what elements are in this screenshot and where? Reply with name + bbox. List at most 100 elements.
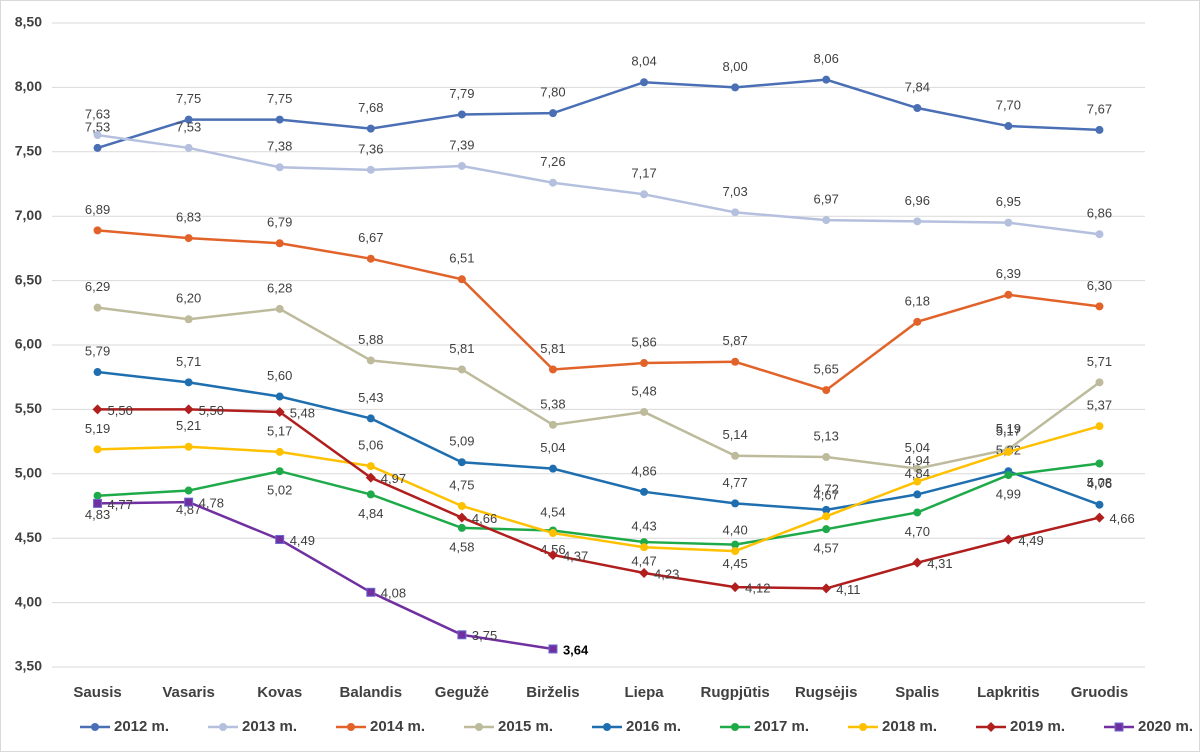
- data-label: 4,76: [1087, 476, 1112, 491]
- x-tick-label: Spalis: [895, 684, 939, 701]
- data-label: 6,95: [996, 194, 1021, 209]
- data-point: [730, 582, 741, 593]
- data-label: 4,54: [540, 504, 565, 519]
- data-label: 5,50: [108, 403, 133, 418]
- series-line: [97, 78, 1100, 150]
- data-point: [640, 359, 649, 368]
- data-point: [93, 226, 102, 235]
- data-label: 6,96: [905, 193, 930, 208]
- data-label: 7,84: [905, 79, 930, 94]
- data-point: [548, 464, 557, 473]
- data-label: 5,37: [1087, 398, 1112, 413]
- data-label: 5,08: [1087, 475, 1112, 490]
- data-point: [457, 630, 467, 640]
- data-point: [1004, 218, 1013, 227]
- data-point: [913, 508, 922, 517]
- data-label: 5,65: [814, 362, 839, 377]
- data-label: 5,71: [1087, 354, 1112, 369]
- data-label: 5,48: [631, 383, 656, 398]
- legend-label: 2018 m.: [882, 718, 937, 735]
- data-point: [913, 217, 922, 226]
- data-point: [548, 529, 557, 538]
- data-point: [366, 414, 375, 423]
- data-label: 5,79: [85, 343, 110, 358]
- data-label: 6,39: [996, 266, 1021, 281]
- data-label: 3,64: [563, 642, 589, 657]
- data-label: 5,21: [176, 418, 201, 433]
- data-point: [457, 523, 466, 532]
- data-point: [548, 365, 557, 374]
- data-label: 3,75: [472, 628, 497, 643]
- data-label: 7,36: [358, 141, 383, 156]
- x-tick-label: Rugsėjis: [795, 684, 858, 701]
- data-point: [93, 368, 102, 377]
- data-point: [93, 498, 103, 508]
- legend-label: 2020 m.: [1138, 718, 1193, 735]
- legend-marker: [986, 722, 996, 732]
- data-label: 4,75: [449, 477, 474, 492]
- data-label: 6,18: [905, 293, 930, 308]
- data-label: 7,75: [267, 91, 292, 106]
- data-point: [1004, 122, 1013, 131]
- data-point: [1094, 512, 1105, 523]
- data-point: [822, 453, 831, 462]
- data-label: 5,14: [722, 427, 747, 442]
- data-point: [275, 304, 284, 313]
- data-point: [548, 420, 557, 429]
- data-point: [913, 464, 922, 473]
- data-point: [913, 490, 922, 499]
- data-point: [913, 317, 922, 326]
- x-tick-label: Kovas: [257, 684, 302, 701]
- data-label: 7,26: [540, 154, 565, 169]
- data-label: 4,97: [381, 471, 406, 486]
- data-label: 5,02: [267, 483, 292, 498]
- data-point: [366, 254, 375, 263]
- data-label: 4,83: [85, 507, 110, 522]
- data-point: [366, 587, 376, 597]
- x-tick-label: Vasaris: [162, 684, 215, 701]
- data-label: 7,63: [85, 106, 110, 121]
- data-label: 5,38: [540, 396, 565, 411]
- data-label: 5,04: [540, 440, 565, 455]
- data-label: 6,86: [1087, 206, 1112, 221]
- data-point: [640, 407, 649, 416]
- y-tick-label: 7,00: [15, 207, 42, 223]
- data-point: [1095, 378, 1104, 387]
- y-tick-label: 4,00: [15, 593, 42, 609]
- data-point: [183, 404, 194, 415]
- data-label: 4,77: [108, 497, 133, 512]
- data-label: 7,17: [631, 166, 656, 181]
- data-label: 4,72: [814, 481, 839, 496]
- data-label: 7,68: [358, 100, 383, 115]
- y-tick-label: 7,50: [15, 143, 42, 159]
- data-label: 7,79: [449, 86, 474, 101]
- data-point: [640, 78, 649, 87]
- x-tick-label: Lapkritis: [977, 684, 1040, 701]
- y-tick-label: 8,50: [15, 14, 42, 30]
- data-label: 4,37: [563, 548, 588, 563]
- y-tick-label: 3,50: [15, 658, 42, 674]
- data-point: [457, 458, 466, 467]
- legend-label: 2017 m.: [754, 718, 809, 735]
- data-label: 4,94: [905, 453, 930, 468]
- data-point: [731, 499, 740, 508]
- data-point: [93, 303, 102, 312]
- x-tick-label: Sausis: [73, 684, 121, 701]
- data-point: [640, 487, 649, 496]
- data-point: [184, 115, 193, 124]
- legend-marker: [475, 723, 483, 731]
- data-point: [93, 131, 102, 140]
- data-label: 7,53: [85, 119, 110, 134]
- data-point: [184, 486, 193, 495]
- legend-marker: [347, 723, 355, 731]
- data-label: 5,19: [85, 421, 110, 436]
- data-point: [1095, 459, 1104, 468]
- data-label: 4,40: [722, 523, 747, 538]
- data-point: [731, 451, 740, 460]
- data-point: [822, 512, 831, 521]
- data-point: [93, 445, 102, 454]
- data-point: [913, 477, 922, 486]
- data-point: [822, 505, 831, 514]
- data-point: [1004, 290, 1013, 299]
- data-point: [457, 365, 466, 374]
